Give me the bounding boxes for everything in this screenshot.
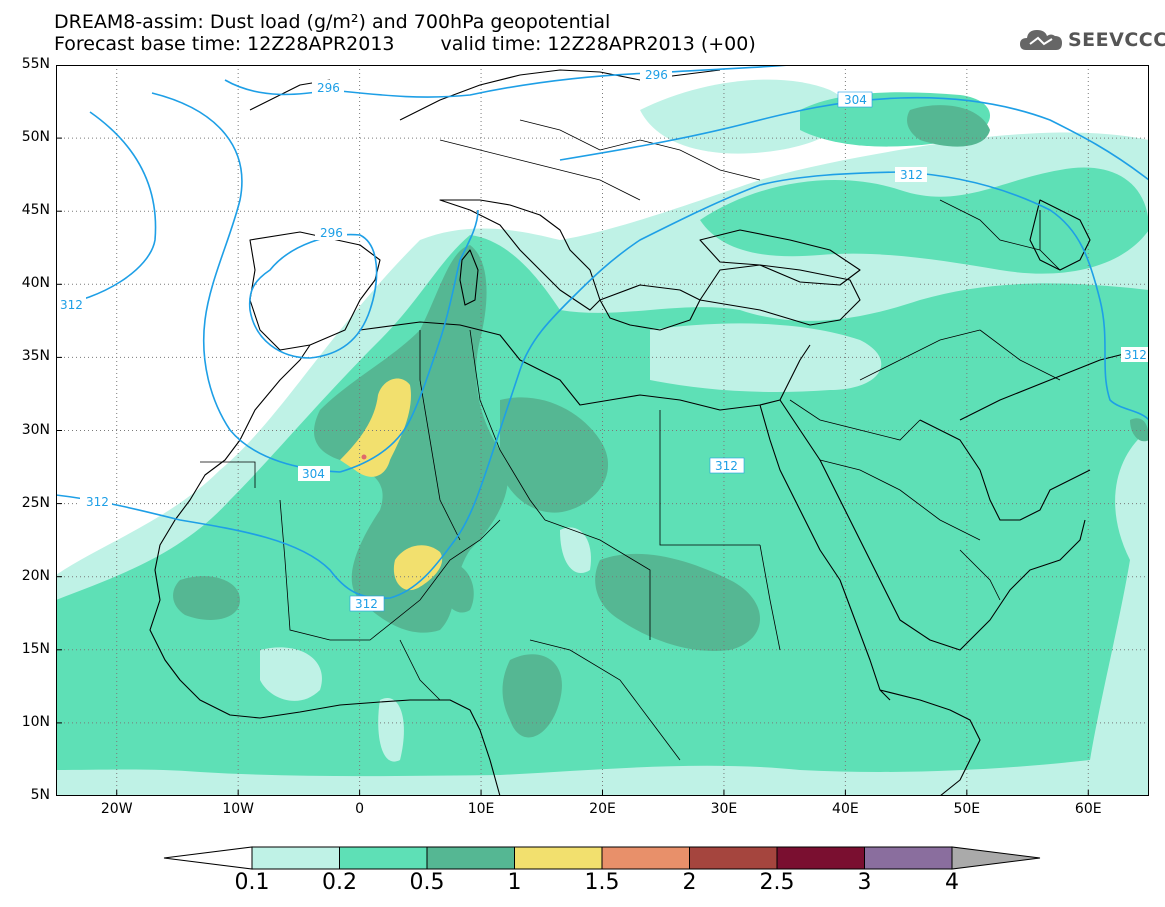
colorbar-bin (514, 846, 603, 870)
contour-label: 312 (56, 297, 86, 312)
colorbar-over-arrow (951, 846, 1041, 870)
colorbar-label: 0.2 (322, 870, 357, 895)
colorbar-label: 1 (507, 870, 522, 895)
lon-label: 40E (832, 801, 859, 817)
contour-label: 296 (640, 67, 672, 82)
dust-layer-1 (340, 378, 443, 591)
lat-label: 55N (21, 56, 50, 72)
contour-label-text: 312 (1124, 348, 1147, 362)
geopotential-contours (56, 65, 1149, 600)
colorbar-bin (689, 846, 778, 870)
country-borders (200, 119, 1061, 761)
contour-label-text: 312 (86, 495, 109, 509)
colorbar-label: 0.5 (409, 870, 445, 895)
dust-layer-0-1-holes (260, 323, 882, 762)
contour-label-text: 312 (355, 597, 378, 611)
lat-label: 25N (21, 494, 50, 511)
base-time: Forecast base time: 12Z28APR2013 (54, 33, 395, 55)
colorbar-label: 3 (857, 870, 872, 895)
contour-label-text: 304 (302, 467, 325, 481)
lat-label: 45N (21, 202, 50, 219)
valid-time: valid time: 12Z28APR2013 (+00) (440, 33, 756, 55)
lat-label: 10N (21, 713, 50, 730)
lat-label: 15N (21, 640, 50, 657)
contour-label-text: 304 (844, 93, 867, 107)
contour-label-text: 296 (645, 68, 668, 82)
dust-map: 296 296 296 304 304 312 312 312 312 312 … (56, 65, 1149, 796)
contour-label: 296 (312, 80, 344, 95)
lat-label: 20N (21, 567, 50, 584)
lon-label: 0 (355, 801, 365, 817)
lat-label: 30N (21, 421, 50, 438)
colorbar-label: 2.5 (759, 870, 795, 895)
contour-label: 312 (349, 595, 385, 612)
lat-label: 50N (21, 129, 50, 146)
colorbar-bin (339, 846, 428, 870)
map-ticks (56, 65, 1089, 796)
contour-label-text: 312 (715, 459, 738, 473)
contour-label: 304 (298, 466, 330, 481)
colorbar-under-arrow (163, 846, 253, 870)
colorbar-bin (251, 846, 340, 870)
contour-label-text: 312 (900, 168, 923, 182)
lon-label: 20E (589, 801, 616, 817)
colorbar-bin (864, 846, 953, 870)
contour-labels: 296 296 296 304 304 312 312 312 312 312 … (56, 67, 1149, 612)
lat-label: 40N (21, 275, 50, 292)
colorbar-bin (776, 846, 865, 870)
contour-label: 312 (709, 457, 745, 474)
colorbar-label: 4 (945, 870, 959, 895)
contour-label: 312 (895, 167, 927, 182)
lon-label: 10E (467, 801, 495, 817)
colorbar-label: 0.1 (234, 870, 270, 895)
colorbar-bin (426, 846, 515, 870)
seevccc-logo: SEEVCCC (1018, 24, 1165, 58)
contour-label-text: 312 (60, 298, 83, 312)
cloud-logo-icon (1020, 30, 1062, 50)
dust-layer-0-5 (173, 105, 1149, 738)
point-marker (361, 454, 367, 460)
contour-label: 304 (837, 91, 873, 108)
time-info: Forecast base time: 12Z28APR2013 valid ti… (54, 34, 756, 54)
lon-label: 60E (1074, 801, 1102, 817)
lon-label: 50E (953, 801, 981, 817)
contour-label-text: 296 (320, 226, 343, 240)
contour-label: 312 (80, 494, 112, 509)
logo-text: SEEVCCC (1068, 29, 1165, 51)
contour-label: 312 (1121, 347, 1149, 362)
colorbar (163, 846, 1041, 870)
colorbar-label: 2 (682, 870, 697, 895)
lon-label: 10W (222, 801, 254, 817)
map-title: DREAM8-assim: Dust load (g/m²) and 700hP… (54, 11, 611, 33)
lat-label: 5N (30, 787, 50, 803)
colorbar-label: 1.5 (584, 870, 620, 895)
contour-label: 296 (315, 225, 347, 240)
lon-label: 20W (100, 801, 133, 817)
lat-label: 35N (21, 348, 50, 365)
lon-label: 30E (710, 801, 738, 817)
colorbar-bin (601, 846, 690, 870)
contour-label-text: 296 (317, 81, 340, 95)
